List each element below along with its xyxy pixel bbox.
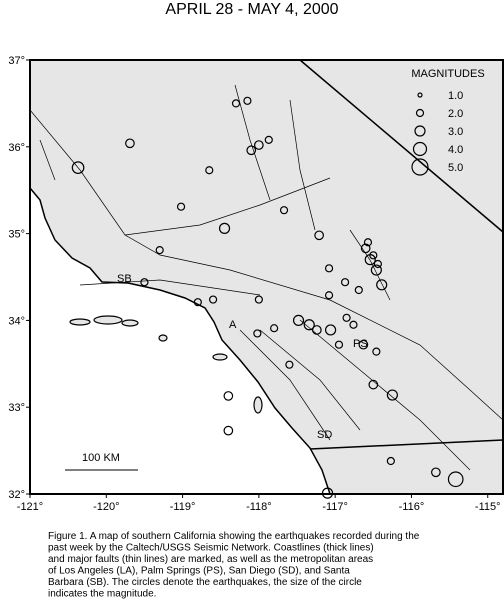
earthquake (140, 278, 149, 287)
earthquake (71, 161, 85, 174)
caption-line: and major faults (thin lines) are marked… (48, 554, 373, 565)
earthquake (176, 202, 186, 211)
earthquake (370, 264, 382, 276)
legend-label: 4.0 (448, 144, 463, 156)
earthquake (349, 320, 358, 329)
caption-line: indicates the magnitude. (48, 589, 156, 600)
x-tick-label: -121° (17, 501, 43, 513)
x-tick-label: -120° (93, 501, 119, 513)
earthquake (208, 295, 218, 304)
earthquake (354, 285, 363, 295)
earthquake (431, 467, 441, 478)
earthquake (342, 313, 351, 322)
legend-symbol (415, 108, 425, 118)
earthquake (254, 140, 264, 150)
earthquake (193, 298, 202, 307)
earthquake (155, 245, 164, 255)
scale-label: 100 KM (82, 452, 120, 464)
earthquake (324, 291, 334, 300)
earthquake (314, 230, 324, 241)
x-tick-label: -115° (475, 501, 501, 513)
frame (29, 59, 504, 495)
earthquake (205, 166, 214, 175)
earthquake (363, 238, 373, 247)
legend-symbol (412, 141, 428, 157)
earthquake (218, 222, 231, 234)
place-label: SB (117, 273, 132, 285)
earthquake (447, 471, 464, 488)
earthquake (386, 389, 398, 401)
earthquake (125, 138, 135, 149)
earthquake (369, 251, 378, 260)
earthquake (223, 391, 234, 401)
earthquake (231, 99, 241, 108)
title: APRIL 28 - MAY 4, 2000 (165, 1, 338, 18)
earthquake (368, 379, 379, 390)
earthquake (372, 347, 381, 356)
legend-symbol (417, 92, 423, 98)
earthquake (264, 135, 273, 144)
earthquake (254, 295, 263, 304)
legend-symbol (414, 125, 426, 137)
legend-label: 5.0 (448, 162, 463, 174)
earthquake (246, 145, 257, 156)
earthquake (303, 319, 315, 331)
earthquake (324, 264, 334, 273)
earthquake (386, 456, 395, 466)
y-tick-label: 33° (8, 402, 25, 414)
earthquake (223, 425, 234, 436)
earthquake (312, 325, 322, 335)
x-tick-label: -117° (322, 501, 348, 513)
caption-line: of Los Angeles (LA), Palm Springs (PS), … (48, 566, 350, 577)
y-tick-label: 34° (8, 315, 25, 327)
caption-line: Barbara (SB). The circles denote the ear… (48, 577, 362, 588)
y-tick-label: 37° (8, 55, 25, 67)
place-label: A (229, 319, 237, 331)
y-tick-label: 36° (8, 142, 25, 154)
legend-title: MAGNITUDES (411, 68, 484, 80)
y-tick-label: 35° (8, 229, 25, 241)
legend-symbol (411, 158, 429, 176)
border (309, 439, 504, 450)
earthquake (321, 487, 334, 499)
state-line (299, 59, 504, 233)
legend-label: 1.0 (448, 90, 463, 102)
legend-label: 2.0 (448, 108, 463, 120)
earthquake (279, 206, 289, 215)
caption-line: past week by the Caltech/USGS Seismic Ne… (48, 543, 374, 554)
earthquake (340, 278, 350, 287)
caption: Figure 1. A map of southern California s… (48, 531, 420, 600)
earthquake (285, 360, 294, 369)
x-tick-label: -116° (399, 501, 425, 513)
earthquake (334, 340, 344, 349)
earthquake (358, 339, 369, 350)
x-tick-label: -118° (246, 501, 272, 513)
earthquake (324, 324, 337, 336)
faults (29, 84, 504, 471)
earthquake (243, 96, 252, 105)
caption-line: Figure 1. A map of southern California s… (48, 531, 420, 542)
earthquake (253, 329, 262, 338)
earthquake (270, 324, 279, 333)
islands (69, 315, 263, 414)
legend-label: 3.0 (448, 126, 463, 138)
y-tick-label: 32° (8, 489, 25, 501)
earthquake (373, 259, 382, 269)
place-label: SD (317, 429, 332, 441)
earthquake (360, 243, 371, 254)
earthquake (292, 314, 305, 326)
earthquake (376, 279, 388, 291)
x-tick-label: -119° (170, 501, 196, 513)
